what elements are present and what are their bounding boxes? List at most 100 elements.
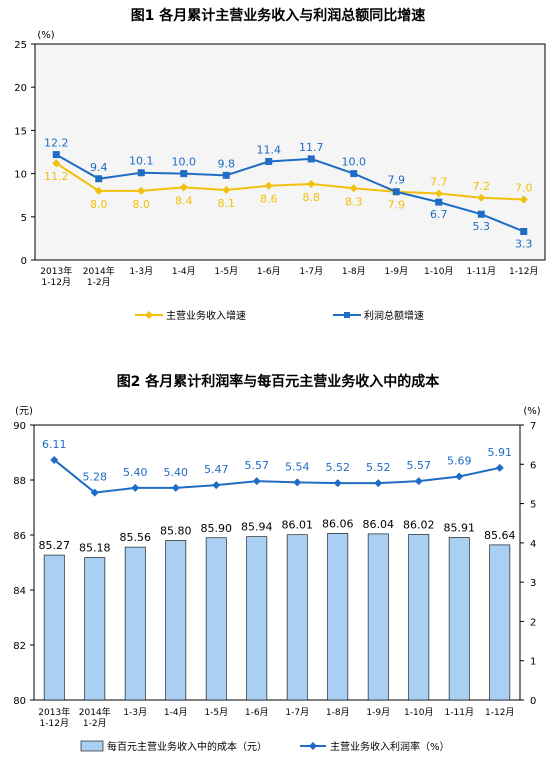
chart2-x-tick-label: 1-2月 — [83, 718, 107, 729]
chart1-revenue-data-label: 11.2 — [44, 170, 69, 183]
chart1-x-tick-label: 1-6月 — [257, 266, 281, 277]
chart1-revenue-data-label: 7.2 — [473, 180, 491, 193]
chart1-profit-point — [95, 175, 103, 183]
chart2-x-tick-label: 1-8月 — [326, 707, 350, 718]
chart2-margin-data-label: 6.11 — [42, 438, 67, 451]
chart2-x-tick-label: 1-12月 — [485, 707, 514, 718]
chart1-profit-data-label: 10.0 — [172, 156, 197, 169]
chart2-legend-swatch-cost — [80, 740, 104, 752]
chart1-profit-point — [392, 188, 400, 196]
chart2-cost-data-label: 85.56 — [120, 531, 152, 544]
chart1-revenue-data-label: 8.0 — [90, 198, 108, 211]
chart1-x-tick-label: 1-3月 — [129, 266, 153, 277]
chart1-x-tick-label: 1-11月 — [467, 266, 496, 277]
chart2-y2-tick-label: 3 — [530, 578, 536, 589]
chart2-legend-label-margin: 主营业务收入利润率（%） — [330, 740, 450, 753]
chart2-y-axis-right: 0 1 2 3 4 5 6 7 — [520, 421, 536, 707]
chart2-cost-data-label: 86.04 — [363, 518, 395, 531]
chart2-cost-bar — [84, 557, 106, 701]
chart1-revenue-point — [179, 183, 188, 192]
chart2-margin-data-label: 5.40 — [164, 466, 189, 479]
chart1-revenue-data-label: 8.8 — [303, 191, 321, 204]
chart1-profit-point — [307, 155, 315, 163]
chart2-margin-data-label: 5.54 — [285, 460, 310, 473]
chart1-revenue-point — [94, 186, 103, 195]
chart2-x-tick-label: 1-11月 — [445, 707, 474, 718]
chart1-x-tick-label: 1-5月 — [214, 266, 238, 277]
chart1-y-tick-label: 5 — [21, 213, 27, 224]
chart1-profit-data-label: 9.8 — [218, 157, 236, 170]
chart2-x-tick-label: 1-7月 — [285, 707, 309, 718]
chart1-profit-point — [477, 210, 485, 218]
chart1-profit-data-label: 9.4 — [90, 161, 108, 174]
chart1-revenue-point — [349, 184, 358, 193]
chart1-profit-point — [180, 170, 188, 178]
chart2-margin-point — [252, 477, 261, 486]
chart2-cost-bar — [408, 534, 430, 701]
chart2-cost-data-label: 85.18 — [79, 542, 111, 555]
chart2-margin-data-label: 5.52 — [366, 461, 391, 474]
chart1-legend-label-revenue: 主营业务收入增速 — [166, 309, 246, 322]
chart1-y-tick-label: 20 — [14, 83, 27, 94]
chart2-cost-bar — [448, 537, 470, 701]
chart1-profit-data-label: 3.3 — [515, 237, 533, 250]
chart2-margin-point — [212, 481, 221, 490]
chart1-x-tick-label: 1-4月 — [172, 266, 196, 277]
chart1-revenue-data-label: 7.9 — [388, 199, 406, 212]
chart1-revenue-data-label: 7.7 — [430, 175, 448, 188]
chart2-cost-bar — [165, 540, 187, 701]
chart2-y2-tick-label: 6 — [530, 460, 536, 471]
chart2-x-tick-label: 1-4月 — [164, 707, 188, 718]
chart1-x-tick-label: 1-12月 — [509, 266, 538, 277]
chart1-y-tick-label: 15 — [14, 126, 27, 137]
chart1-profit-data-label: 6.7 — [430, 208, 448, 221]
chart2-y-tick-label: 80 — [13, 696, 26, 707]
chart2-y-axis-left: 80 82 84 86 88 90 — [13, 421, 34, 707]
chart2-x-tick-label: 2013年 — [38, 706, 70, 718]
chart2-y-tick-label: 84 — [13, 586, 26, 597]
chart2-margin-data-label: 5.47 — [204, 463, 229, 476]
chart2-margin-point — [50, 455, 59, 464]
chart2-bars-group: 85.27 85.18 85.56 85.80 85.90 85.94 86.01 86.06… — [39, 517, 516, 701]
chart2-y-tick-label: 86 — [13, 531, 26, 542]
chart2-y-tick-label: 90 — [13, 421, 26, 432]
chart2-line-group: 6.11 5.28 5.40 5.40 5.47 5.57 5.54 5.52 5.52 5.57… — [42, 438, 512, 497]
chart1-revenue-point — [137, 186, 146, 195]
chart1-revenue-point — [264, 181, 273, 190]
chart2-cost-data-label: 85.80 — [160, 525, 192, 538]
chart1-legend-marker-profit — [344, 312, 350, 318]
chart2-margin-point — [90, 488, 99, 497]
chart1-profit-data-label: 11.7 — [299, 141, 324, 154]
chart2-y2-tick-label: 4 — [530, 539, 536, 550]
chart2-x-tick-label: 1-10月 — [404, 707, 433, 718]
chart1-revenue-point — [519, 195, 528, 204]
chart2-cost-bar — [489, 544, 511, 701]
chart2-margin-point — [131, 483, 140, 492]
chart2-margin-point — [495, 463, 504, 472]
chart1-unit-label: (%) — [37, 30, 54, 41]
chart1-series-group: 12.2 11.2 9.4 8.0 10.1 8.0 10.0 8.4 9.8 8.1 11.4 8.… — [44, 137, 533, 251]
chart2-margin-point — [171, 483, 180, 492]
chart1-plot-area — [34, 43, 546, 261]
chart1-revenue-data-label: 8.0 — [133, 198, 151, 211]
chart1-x-tick-label: 1-12月 — [42, 277, 71, 288]
chart1-profit-line — [55, 153, 525, 233]
chart2-cost-data-label: 85.90 — [201, 522, 233, 535]
chart2-legend-marker-margin — [309, 742, 317, 750]
chart1-revenue-point — [477, 193, 486, 202]
chart2-cost-data-label: 85.27 — [39, 539, 71, 552]
chart2-margin-point — [455, 472, 464, 481]
chart2-x-tick-label: 1-6月 — [245, 707, 269, 718]
chart2-margin-data-label: 5.52 — [326, 461, 351, 474]
chart2-x-tick-label: 1-3月 — [123, 707, 147, 718]
chart1-x-tick-label: 2014年 — [83, 265, 115, 277]
chart2-cost-data-label: 86.06 — [322, 517, 354, 530]
chart1-revenue-point — [222, 186, 231, 195]
chart1-revenue-data-label: 8.1 — [218, 197, 236, 210]
chart1-revenue-point — [434, 189, 443, 198]
chart2-cost-bar — [43, 554, 65, 701]
chart1-profit-data-label: 10.0 — [342, 156, 367, 169]
chart1-profit-point — [222, 171, 230, 179]
